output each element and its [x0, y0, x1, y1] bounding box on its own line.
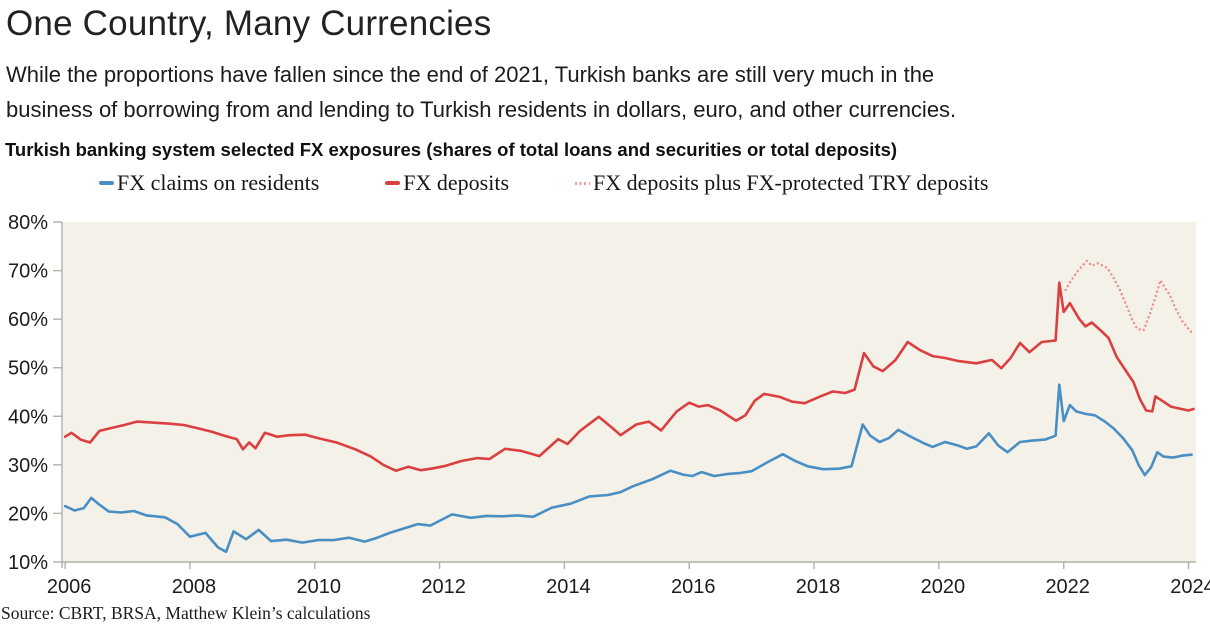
legend-label: FX deposits [403, 170, 510, 195]
subtitle-line-1: While the proportions have fallen since … [6, 62, 935, 87]
chart-legend: FX claims on residents FX deposits FX de… [99, 170, 988, 196]
page-title: One Country, Many Currencies [6, 4, 492, 43]
legend-label: FX deposits plus FX-protected TRY deposi… [593, 170, 989, 196]
legend-item-fx-claims: FX claims on residents [99, 170, 319, 196]
svg-text:2006: 2006 [47, 576, 92, 598]
svg-text:60%: 60% [8, 309, 48, 331]
svg-text:80%: 80% [8, 212, 48, 234]
svg-text:70%: 70% [8, 261, 48, 283]
source-note: Source: CBRT, BRSA, Matthew Klein’s calc… [1, 603, 371, 623]
svg-text:2018: 2018 [796, 576, 841, 598]
svg-text:2014: 2014 [546, 576, 591, 598]
svg-text:2024: 2024 [1170, 576, 1210, 598]
svg-text:20%: 20% [8, 503, 48, 525]
svg-text:2010: 2010 [297, 576, 342, 598]
line-swatch-icon [99, 181, 114, 185]
chart-subtitle: While the proportions have fallen since … [6, 57, 1201, 127]
svg-text:10%: 10% [8, 552, 48, 574]
svg-text:2022: 2022 [1045, 576, 1090, 598]
svg-text:2016: 2016 [671, 576, 716, 598]
svg-text:2012: 2012 [421, 576, 466, 598]
chart-heading: Turkish banking system selected FX expos… [5, 139, 898, 160]
subtitle-line-2: business of borrowing from and lending t… [6, 97, 957, 122]
svg-text:40%: 40% [8, 406, 48, 428]
legend-item-fx-protected: FX deposits plus FX-protected TRY deposi… [575, 170, 988, 196]
svg-text:2020: 2020 [921, 576, 966, 598]
line-swatch-icon [385, 181, 401, 185]
fx-chart: 10% 20% 30% 40% 50% 60% 70% 80% 2006 2008 2010 2012… [8, 212, 1210, 598]
legend-label: FX claims on residents [117, 170, 320, 195]
svg-text:2008: 2008 [172, 576, 217, 598]
svg-text:50%: 50% [8, 358, 48, 380]
dotted-line-swatch-icon [575, 182, 591, 185]
svg-text:30%: 30% [8, 455, 48, 477]
legend-item-fx-deposits: FX deposits [385, 170, 509, 196]
